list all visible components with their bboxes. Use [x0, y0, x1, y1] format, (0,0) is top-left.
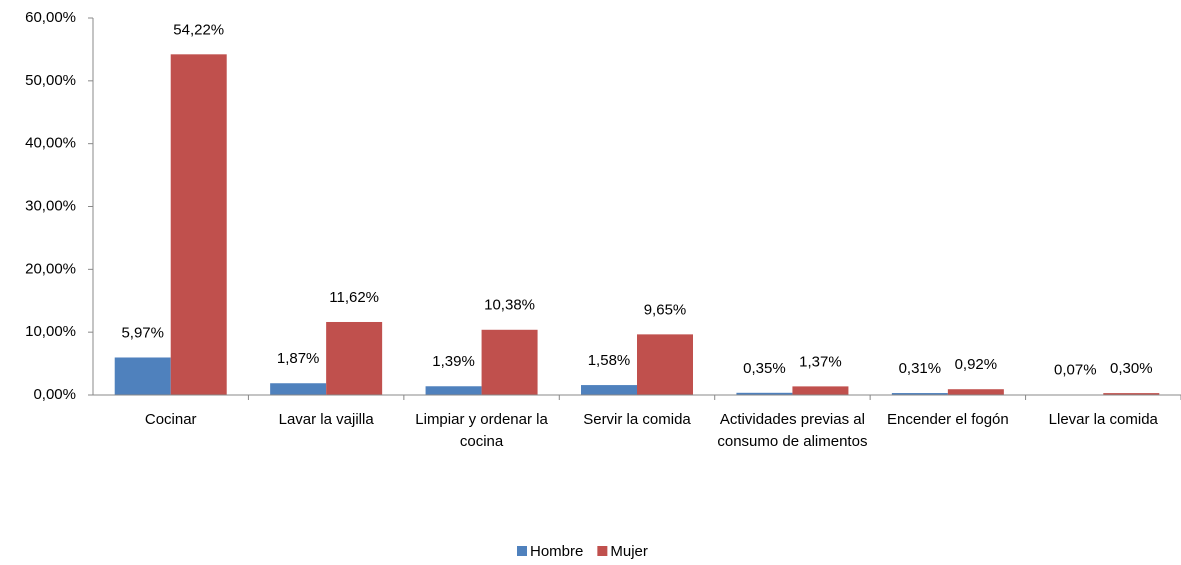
value-label: 54,22%: [173, 21, 224, 38]
value-label: 9,65%: [644, 301, 687, 318]
legend-swatch: [597, 546, 608, 556]
x-tick-label: Limpiar y ordenar la cocina: [415, 411, 548, 450]
y-tick-label: 40,00%: [25, 135, 76, 152]
value-label: 1,37%: [799, 353, 842, 370]
bar: [637, 334, 693, 395]
x-tick-label: Encender el fogón: [886, 411, 1009, 428]
x-tick-label: Servir la comida: [583, 411, 691, 428]
x-tick-label-box: Servir la comida: [583, 411, 691, 428]
y-tick-label: 50,00%: [25, 72, 76, 89]
bar: [170, 54, 227, 396]
value-label: 1,87%: [277, 350, 320, 367]
value-label: 11,62%: [329, 289, 379, 306]
x-tick-label: Actividades previas al consumo de alimen…: [717, 411, 868, 450]
bar: [326, 321, 383, 395]
bar: [947, 389, 1004, 395]
legend-swatch: [517, 546, 527, 556]
bar: [1103, 393, 1160, 395]
value-label: 10,38%: [484, 297, 535, 314]
y-tick-label: 20,00%: [25, 260, 76, 277]
bar: [425, 386, 482, 395]
bar: [736, 392, 793, 395]
y-tick-label: 60,00%: [25, 9, 76, 26]
x-tick-label: Cocinar: [144, 411, 197, 428]
bar: [270, 383, 327, 395]
value-label: 0,07%: [1054, 362, 1097, 379]
value-label: 1,39%: [432, 353, 475, 370]
x-tick-label-box: Lavar la vajilla: [278, 411, 374, 428]
y-tick-label: 10,00%: [25, 323, 76, 340]
x-tick-label: Lavar la vajilla: [278, 411, 374, 428]
y-tick-label: 0,00%: [33, 386, 76, 403]
x-tick-label: Llevar la comida: [1048, 411, 1158, 428]
bar: [581, 385, 637, 395]
x-tick-label-box: Limpiar y ordenar la cocina: [415, 411, 548, 450]
value-label: 0,35%: [743, 360, 786, 377]
value-label: 0,31%: [899, 360, 942, 377]
legend-label: Mujer: [610, 543, 648, 560]
value-label: 5,97%: [121, 324, 164, 341]
bar: [891, 393, 948, 395]
y-tick-label: 30,00%: [25, 197, 76, 214]
value-label: 0,30%: [1110, 360, 1153, 377]
x-tick-label-box: Cocinar: [144, 411, 197, 428]
bar: [114, 357, 171, 395]
value-label: 1,58%: [588, 352, 631, 369]
x-tick-label-box: Llevar la comida: [1048, 411, 1158, 428]
bar: [481, 329, 538, 395]
value-label: 0,92%: [955, 356, 998, 373]
legend-label: Hombre: [530, 543, 583, 560]
bar: [792, 386, 849, 395]
x-tick-label-box: Actividades previas al consumo de alimen…: [717, 411, 868, 450]
x-tick-label-box: Encender el fogón: [886, 411, 1009, 428]
